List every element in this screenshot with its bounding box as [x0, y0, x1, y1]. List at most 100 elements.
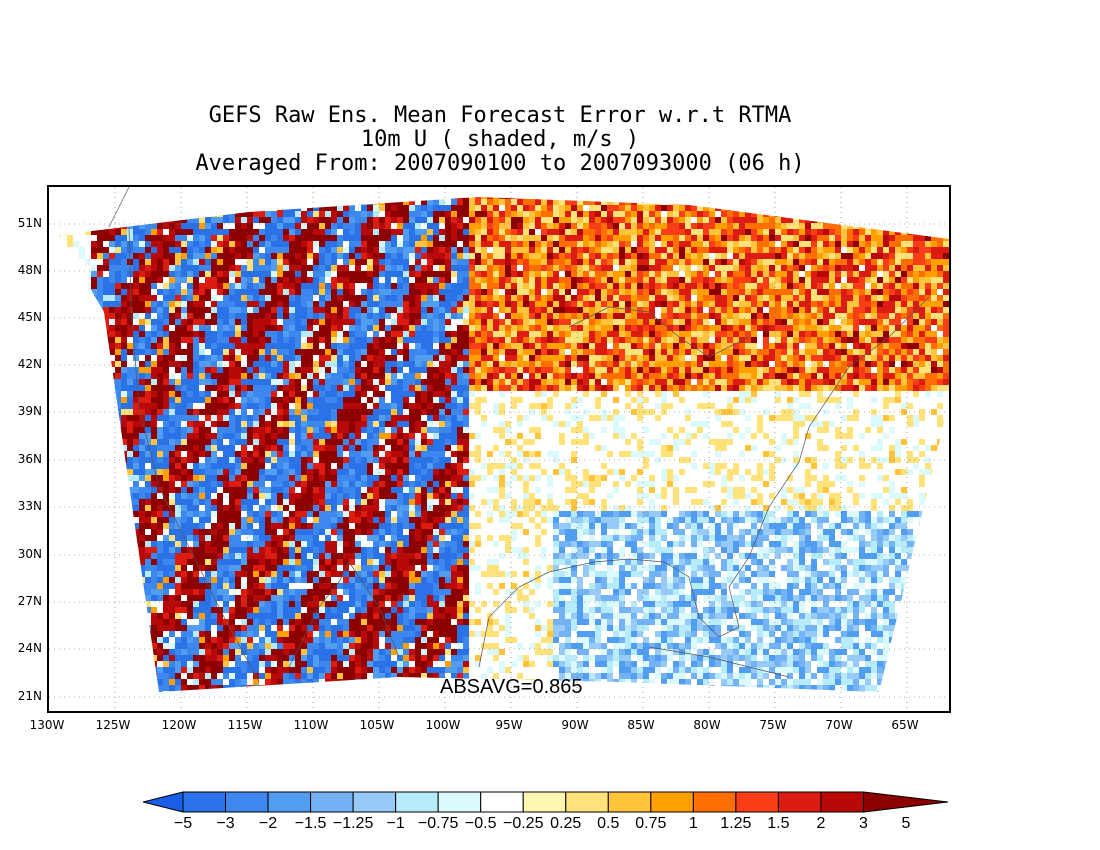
field-cell — [61, 361, 67, 367]
field-cell — [781, 247, 787, 253]
field-cell — [241, 229, 247, 235]
field-cell — [601, 307, 607, 313]
field-cell — [487, 343, 493, 349]
field-cell — [565, 373, 571, 379]
field-cell — [199, 223, 205, 229]
field-cell — [691, 247, 697, 253]
field-cell — [409, 211, 415, 217]
field-cell — [451, 319, 457, 325]
field-cell — [565, 199, 571, 205]
field-cell — [109, 283, 115, 289]
field-cell — [799, 367, 805, 373]
field-cell — [805, 259, 811, 265]
field-cell — [379, 361, 385, 367]
field-cell — [715, 325, 721, 331]
field-cell — [769, 361, 775, 367]
field-cell — [59, 289, 61, 295]
field-cell — [157, 229, 163, 235]
field-cell — [145, 325, 151, 331]
field-cell — [925, 253, 931, 259]
field-cell — [259, 277, 265, 283]
field-cell — [649, 307, 655, 313]
field-cell — [445, 229, 451, 235]
field-cell — [475, 379, 481, 385]
field-cell — [601, 241, 607, 247]
field-cell — [85, 373, 91, 379]
field-cell — [517, 373, 523, 379]
field-cell — [541, 197, 547, 199]
field-cell — [433, 235, 439, 241]
field-cell — [793, 319, 799, 325]
field-cell — [343, 205, 349, 211]
field-cell — [67, 301, 73, 307]
field-cell — [91, 265, 97, 271]
field-cell — [199, 199, 205, 205]
field-cell — [109, 217, 115, 223]
field-cell — [835, 283, 841, 289]
field-cell — [151, 379, 157, 385]
field-cell — [907, 187, 913, 193]
field-cell — [397, 355, 403, 361]
field-cell — [907, 349, 913, 355]
field-cell — [301, 343, 307, 349]
field-cell — [649, 253, 655, 259]
field-cell — [649, 313, 655, 319]
field-cell — [313, 229, 319, 235]
field-cell — [313, 379, 319, 385]
field-cell — [619, 205, 625, 211]
field-cell — [913, 187, 919, 193]
field-cell — [709, 235, 715, 241]
field-cell — [271, 235, 277, 241]
field-cell — [331, 271, 337, 277]
field-cell — [553, 343, 559, 349]
field-cell — [541, 295, 547, 301]
field-cell — [181, 301, 187, 307]
field-cell — [607, 295, 613, 301]
field-cell — [319, 313, 325, 319]
field-cell — [559, 295, 565, 301]
field-cell — [529, 199, 535, 205]
field-cell — [643, 313, 649, 319]
field-cell — [835, 265, 841, 271]
field-cell — [613, 343, 619, 349]
field-cell — [469, 367, 475, 373]
field-cell — [661, 343, 667, 349]
field-cell — [553, 253, 559, 259]
field-cell — [745, 271, 751, 277]
field-cell — [799, 289, 805, 295]
field-cell — [415, 325, 421, 331]
field-cell — [877, 277, 883, 283]
field-cell — [895, 373, 901, 379]
field-cell — [271, 271, 277, 277]
field-cell — [691, 295, 697, 301]
field-cell — [97, 283, 103, 289]
field-cell — [895, 235, 901, 241]
field-cell — [103, 217, 109, 223]
field-cell — [79, 197, 85, 199]
field-cell — [385, 235, 391, 241]
field-cell — [547, 307, 553, 313]
field-cell — [157, 253, 163, 259]
field-cell — [523, 313, 529, 319]
field-cell — [931, 361, 937, 367]
field-cell — [547, 343, 553, 349]
field-cell — [505, 211, 511, 217]
field-cell — [793, 301, 799, 307]
field-cell — [823, 223, 829, 229]
field-cell — [175, 271, 181, 277]
field-cell — [817, 217, 823, 223]
field-cell — [733, 379, 739, 385]
field-cell — [427, 337, 433, 343]
field-cell — [913, 295, 919, 301]
field-cell — [181, 187, 187, 193]
field-cell — [679, 307, 685, 313]
field-cell — [241, 301, 247, 307]
field-cell — [715, 367, 721, 373]
field-cell — [805, 373, 811, 379]
field-cell — [781, 223, 787, 229]
field-cell — [223, 301, 229, 307]
field-cell — [781, 319, 787, 325]
field-cell — [667, 301, 673, 307]
field-cell — [337, 319, 343, 325]
field-cell — [511, 265, 517, 271]
